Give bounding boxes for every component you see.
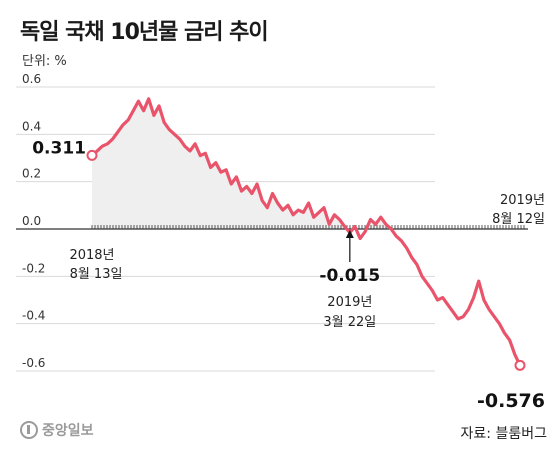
y-tick-label: -0.4	[22, 309, 45, 323]
end-date-year: 2019년	[500, 193, 545, 208]
zero-axis	[16, 225, 528, 230]
unit-label: 단위: %	[22, 54, 67, 69]
gridlines	[16, 86, 435, 372]
chart-title: 독일 국채 10년물 금리 추이	[20, 20, 269, 45]
start-date-year: 2018년	[69, 248, 114, 263]
cross-date-year: 2019년	[327, 295, 372, 310]
y-tick-label: 0.0	[22, 214, 41, 228]
logo-text: 중앙일보	[42, 423, 94, 439]
cross-pointer-arrow	[345, 230, 354, 238]
source-note: 자료: 블룸버그	[460, 426, 547, 442]
y-tick-label: 0.6	[22, 72, 41, 86]
cross-value-label: -0.015	[319, 266, 380, 286]
y-axis-ticks: 0.6 0.4 0.2 0.0 -0.2 -0.4 -0.6	[22, 72, 45, 370]
y-tick-label: 0.4	[22, 119, 41, 133]
start-date-day: 8월 13일	[70, 267, 123, 282]
logo-mark-icon	[20, 421, 38, 439]
end-date-day: 8월 12일	[492, 212, 545, 227]
start-value-label: 0.311	[32, 138, 86, 158]
cross-date-day: 3월 22일	[323, 315, 376, 330]
y-tick-label: -0.6	[22, 356, 45, 370]
end-marker	[514, 359, 526, 371]
positive-area-fill	[92, 98, 520, 229]
series-line	[90, 97, 522, 367]
start-marker	[86, 149, 98, 161]
end-value-label: -0.576	[477, 390, 545, 412]
publisher-logo: 중앙일보	[20, 420, 94, 440]
markers	[86, 149, 526, 371]
y-tick-label: 0.2	[22, 167, 41, 181]
annotations: 0.311 2018년 8월 13일 -0.015 2019년 3월 22일 2019년 8월…	[32, 138, 545, 412]
y-tick-label: -0.2	[22, 261, 45, 275]
